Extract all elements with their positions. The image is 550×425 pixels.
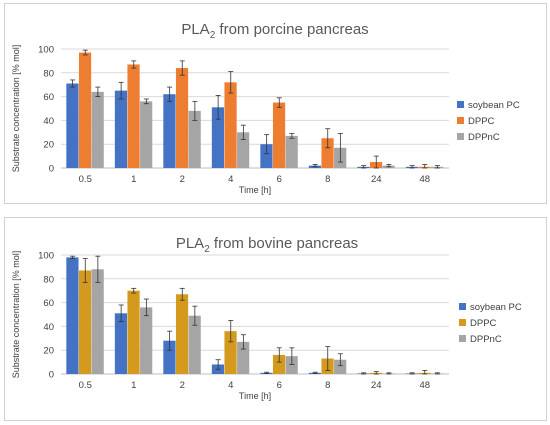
y-axis-label: Substrate concentration [% mol] — [11, 45, 21, 173]
x-tick-label: 24 — [371, 174, 382, 185]
y-tick-label: 40 — [43, 116, 54, 127]
bar — [260, 144, 273, 168]
x-tick-label: 6 — [277, 380, 282, 391]
bar — [237, 132, 250, 168]
legend-label: DPPC — [468, 116, 495, 127]
y-tick-label: 60 — [43, 92, 54, 103]
bar — [321, 138, 334, 168]
bar — [188, 110, 201, 168]
bar — [114, 313, 128, 374]
legend-swatch — [457, 101, 464, 108]
bar — [91, 91, 104, 168]
porcine-chart-panel: PLA2 from porcine pancreas 0 20 40 60 80 100 0… — [4, 3, 547, 204]
legend-swatch — [457, 133, 464, 140]
bar — [285, 135, 298, 168]
legend-label: DPPC — [470, 318, 497, 329]
y-tick-label: 80 — [43, 68, 54, 79]
bovine-chart-panel: PLA2 from bovine pancreas 0 20 40 60 80 100 0.… — [4, 217, 547, 421]
bar — [211, 107, 225, 168]
y-tick-label: 40 — [43, 322, 54, 333]
bar — [163, 94, 176, 168]
y-tick-label: 100 — [38, 251, 54, 262]
y-tick-label: 60 — [43, 298, 54, 309]
bar — [140, 307, 153, 374]
y-tick-label: 0 — [49, 164, 54, 175]
bar — [66, 257, 79, 374]
x-tick-label: 1 — [131, 174, 136, 185]
legend-label: soybean PC — [468, 100, 520, 111]
x-axis-label: Time [h] — [239, 391, 271, 401]
bar — [127, 64, 140, 168]
legend-swatch — [459, 319, 466, 326]
x-tick-label: 1 — [131, 380, 136, 391]
y-tick-label: 20 — [43, 346, 54, 357]
y-tick-label: 100 — [38, 45, 54, 56]
x-tick-label: 24 — [371, 380, 382, 391]
bar — [334, 359, 347, 374]
bar — [272, 102, 286, 168]
bar — [188, 315, 201, 374]
x-tick-label: 48 — [419, 380, 430, 391]
x-axis-label: Time [h] — [239, 185, 271, 195]
bar — [114, 90, 128, 168]
bar — [66, 83, 79, 168]
y-tick-label: 0 — [49, 370, 54, 381]
bar — [224, 331, 237, 374]
bar — [285, 356, 298, 374]
bar — [127, 290, 140, 374]
bar — [237, 341, 250, 374]
bar — [78, 52, 92, 168]
legend-label: soybean PC — [470, 302, 522, 313]
legend-swatch — [457, 117, 464, 124]
x-tick-label: 2 — [180, 380, 185, 391]
x-tick-label: 0.5 — [79, 380, 92, 391]
bar — [175, 294, 189, 374]
bar — [163, 340, 176, 374]
legend-swatch — [459, 303, 466, 310]
bar — [272, 354, 286, 374]
bar — [175, 68, 189, 168]
bovine-chart: PLA2 from bovine pancreas 0 20 40 60 80 100 0.… — [11, 235, 522, 401]
porcine-chart: PLA2 from porcine pancreas 0 20 40 60 80 100 0… — [11, 21, 520, 195]
x-tick-label: 4 — [228, 174, 233, 185]
legend-label: DPPnC — [468, 132, 500, 143]
chart-title: PLA2 from porcine pancreas — [181, 21, 368, 41]
y-tick-label: 20 — [43, 140, 54, 151]
bar — [91, 269, 104, 374]
x-tick-label: 8 — [325, 380, 330, 391]
bar — [140, 101, 153, 168]
y-axis-label: Substrate concentration [% mol] — [11, 251, 21, 379]
x-tick-label: 2 — [180, 174, 185, 185]
legend-label: DPPnC — [470, 334, 502, 345]
bar — [78, 270, 92, 374]
x-tick-label: 4 — [228, 380, 233, 391]
bar — [224, 82, 237, 168]
x-tick-label: 8 — [325, 174, 330, 185]
x-tick-label: 6 — [277, 174, 282, 185]
chart-title: PLA2 from bovine pancreas — [176, 235, 358, 255]
y-tick-label: 80 — [43, 274, 54, 285]
x-tick-label: 0.5 — [79, 174, 92, 185]
x-tick-label: 48 — [419, 174, 430, 185]
legend-swatch — [459, 335, 466, 342]
